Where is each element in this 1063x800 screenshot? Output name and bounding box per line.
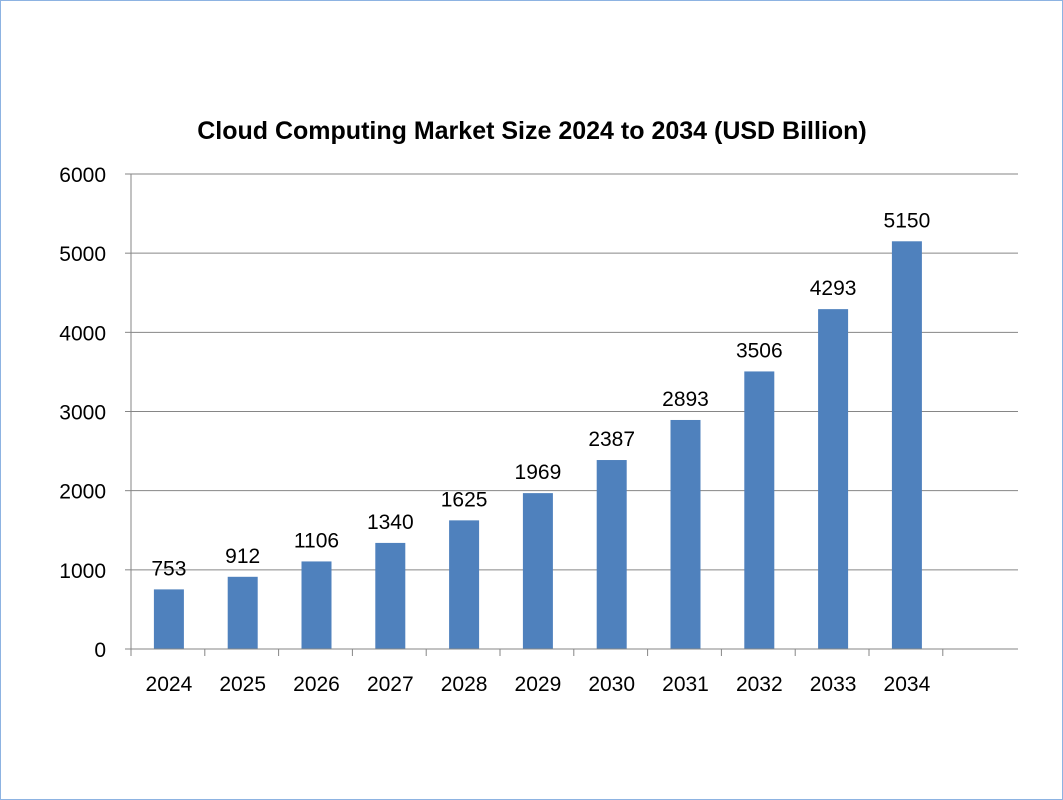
x-tick-label: 2025 [219, 673, 266, 696]
bar [522, 493, 553, 649]
bar [670, 419, 701, 649]
bar [449, 520, 480, 649]
bar [596, 460, 627, 649]
data-label: 4293 [810, 277, 857, 300]
x-tick-label: 2034 [884, 673, 931, 696]
bar [153, 589, 184, 649]
x-tick-label: 2033 [810, 673, 857, 696]
data-label: 912 [225, 545, 260, 568]
data-label: 1969 [515, 461, 562, 484]
x-tick-label: 2032 [736, 673, 783, 696]
x-tick-label: 2028 [441, 673, 488, 696]
data-label: 5150 [884, 209, 931, 232]
y-tick-label: 6000 [59, 164, 106, 187]
gridlines [131, 173, 1018, 571]
chart-title: Cloud Computing Market Size 2024 to 2034… [197, 117, 867, 145]
y-tick-labels: 0 1000 2000 3000 4000 5000 6000 [59, 164, 106, 662]
x-tick-label: 2024 [146, 673, 193, 696]
y-tick-label: 1000 [59, 560, 106, 583]
y-tick-label: 0 [94, 639, 106, 662]
y-tick-label: 4000 [59, 322, 106, 345]
axes [125, 173, 1018, 656]
bar [301, 561, 332, 649]
data-label: 1106 [294, 529, 339, 552]
data-label: 1625 [441, 488, 488, 511]
y-tick-label: 5000 [59, 243, 106, 266]
data-label: 2387 [588, 428, 635, 451]
y-tick-label: 3000 [59, 402, 106, 425]
x-tick-labels: 2024 2025 2026 2027 2028 2029 2030 2031 2032 2033… [146, 673, 931, 696]
x-tick-label: 2029 [515, 673, 562, 696]
data-label: 3506 [736, 339, 783, 362]
data-label: 753 [151, 557, 186, 580]
bar [375, 542, 406, 649]
y-tick-label: 2000 [59, 481, 106, 504]
data-label: 1340 [367, 511, 414, 534]
x-tick-label: 2031 [662, 673, 709, 696]
bars [153, 241, 922, 649]
x-tick-label: 2026 [293, 673, 340, 696]
bar [744, 371, 775, 649]
x-tick-label: 2030 [588, 673, 635, 696]
bar [891, 241, 922, 649]
data-labels: 753 912 1106 1340 1625 1969 2387 2893 3506 4293 51… [151, 209, 930, 580]
bar [227, 576, 258, 649]
data-label: 2893 [662, 388, 709, 411]
bar [818, 309, 849, 649]
x-tick-label: 2027 [367, 673, 414, 696]
